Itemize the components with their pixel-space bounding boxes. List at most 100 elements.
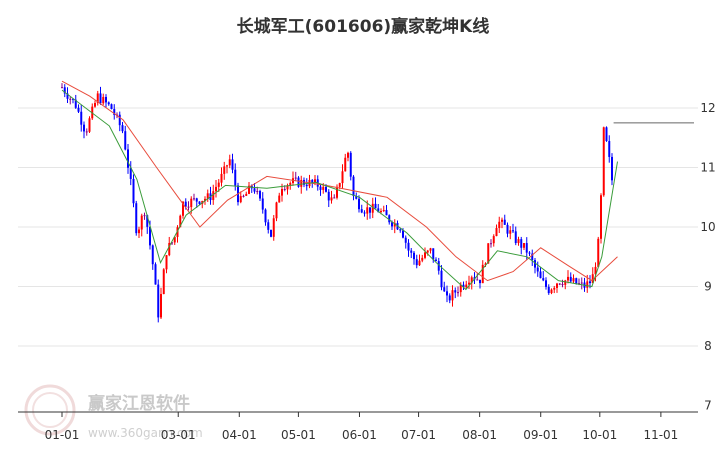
x-tick-label: 06-01 xyxy=(342,428,377,442)
candle-body xyxy=(193,198,195,200)
candle-body xyxy=(448,295,451,301)
candle-body xyxy=(418,260,421,266)
candle-body xyxy=(344,157,347,172)
candle-body xyxy=(501,219,503,222)
candle-body xyxy=(569,276,572,282)
candle-body xyxy=(61,87,63,89)
watermark-logo-inner xyxy=(32,392,68,428)
candle-body xyxy=(542,278,545,281)
candle-body xyxy=(426,250,429,253)
candle-body xyxy=(531,253,534,261)
candle-body xyxy=(171,242,173,244)
candle-body xyxy=(179,215,182,228)
candle-body xyxy=(184,201,187,207)
candle-body xyxy=(341,171,344,184)
candle-body xyxy=(63,87,66,94)
candle-body xyxy=(580,282,583,284)
candle-body xyxy=(498,221,501,229)
candle-body xyxy=(143,215,146,217)
watermark-logo xyxy=(24,384,76,436)
candle-body xyxy=(286,185,289,190)
candle-body xyxy=(88,118,91,132)
candle-body xyxy=(256,191,259,193)
candle-body xyxy=(204,198,206,201)
candle-body xyxy=(72,98,74,100)
moving-average-line xyxy=(61,80,618,282)
candle-body xyxy=(553,287,556,290)
candle-body xyxy=(297,177,300,187)
candle-body xyxy=(146,215,149,227)
candle-body xyxy=(503,219,506,225)
candle-body xyxy=(198,201,201,204)
candle-body xyxy=(226,165,228,167)
y-tick-label: 8 xyxy=(704,339,712,353)
x-tick-label: 04-01 xyxy=(222,428,257,442)
candle-body xyxy=(352,176,355,197)
x-tick-label: 01-01 xyxy=(45,428,80,442)
candle-body xyxy=(173,236,176,243)
candle-body xyxy=(371,203,374,213)
candle-body xyxy=(74,99,77,108)
candle-body xyxy=(85,131,88,133)
candle-body xyxy=(239,196,242,203)
candle-body xyxy=(413,252,415,260)
candle-body xyxy=(591,274,594,284)
candle-body xyxy=(385,209,388,216)
candle-body xyxy=(242,195,245,197)
candle-body xyxy=(611,156,613,181)
y-tick-label: 11 xyxy=(700,161,715,175)
candle-body xyxy=(459,284,462,293)
candle-body xyxy=(333,197,336,199)
chart-title: 长城军工(601606)赢家乾坤K线 xyxy=(236,17,490,37)
candle-body xyxy=(187,206,190,208)
candle-body xyxy=(492,236,495,244)
candle-body xyxy=(151,245,154,265)
candle-body xyxy=(465,284,468,288)
candle-body xyxy=(454,290,457,293)
candle-body xyxy=(407,242,410,251)
candle-body xyxy=(190,198,193,208)
candle-body xyxy=(281,189,283,196)
candle-body xyxy=(215,186,217,192)
candle-body xyxy=(399,229,402,231)
candle-body xyxy=(589,281,591,284)
candle-body xyxy=(424,252,426,258)
candle-body xyxy=(561,284,564,286)
candle-body xyxy=(124,131,127,150)
candle-body xyxy=(217,182,220,187)
candle-body xyxy=(355,196,358,199)
candle-body xyxy=(564,280,567,285)
x-tick-label: 05-01 xyxy=(281,428,316,442)
candle-body xyxy=(99,93,102,104)
x-tick-label: 07-01 xyxy=(401,428,436,442)
watermark: 赢家江恩软件 www.360gann.com xyxy=(24,384,203,440)
candle-body xyxy=(264,209,267,223)
moving-average-line xyxy=(61,89,618,291)
candle-body xyxy=(421,257,424,261)
candle-body xyxy=(127,149,129,168)
candle-body xyxy=(338,183,341,187)
candle-body xyxy=(300,179,303,187)
candle-body xyxy=(272,218,275,237)
x-tick-label: 11-01 xyxy=(643,428,678,442)
candle-body xyxy=(311,179,314,183)
candle-body xyxy=(206,193,209,199)
candle-body xyxy=(451,290,454,301)
candle-body xyxy=(528,252,531,254)
candle-body xyxy=(102,96,105,104)
watermark-text: 赢家江恩软件 xyxy=(88,393,190,414)
candle-body xyxy=(231,159,234,170)
x-tick-label: 03-01 xyxy=(161,428,196,442)
candle-body xyxy=(391,222,393,227)
candle-body xyxy=(289,183,292,186)
candle-body xyxy=(212,191,215,201)
candle-body xyxy=(325,186,327,192)
candle-body xyxy=(319,186,322,190)
candle-body xyxy=(259,191,261,199)
x-tick-label: 08-01 xyxy=(462,428,497,442)
candle-body xyxy=(248,185,250,194)
candle-body xyxy=(113,109,116,115)
gridlines xyxy=(18,107,698,347)
